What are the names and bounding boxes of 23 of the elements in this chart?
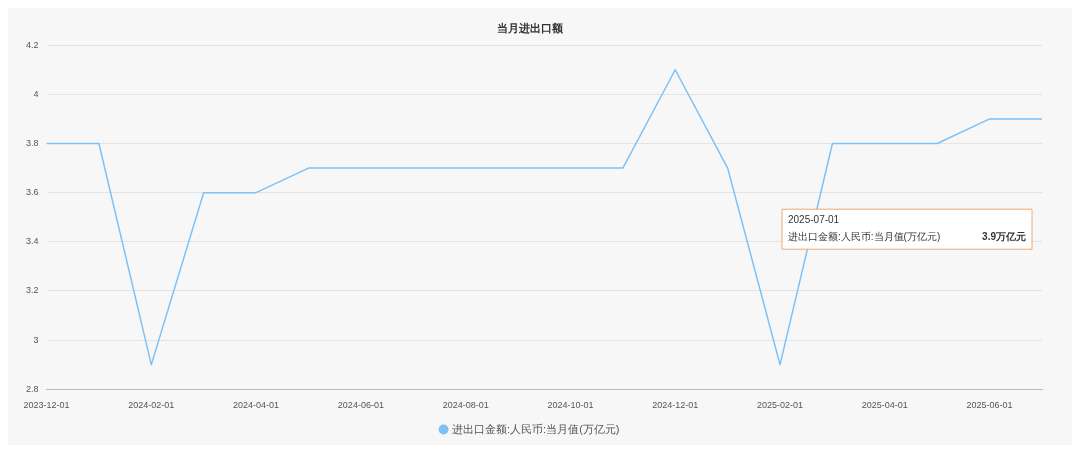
annotation: 进出口金额:人民币:当月值(万亿元): [788, 230, 941, 242]
y-tick-label: 3.4: [26, 236, 39, 247]
y-tick-label: 4: [33, 88, 39, 99]
x-tick-label: 2024-06-01: [337, 400, 384, 411]
y-tick-label: 2.8: [26, 383, 39, 394]
x-tick-label: 2024-10-01: [547, 400, 594, 411]
x-tick-label: 2025-04-01: [861, 400, 908, 411]
y-tick-label: 3.8: [26, 137, 39, 148]
chart-title: 当月进出口额: [497, 21, 564, 34]
legend-label: 进出口金额:人民币:当月值(万亿元): [452, 422, 620, 435]
x-tick-label: 2023-12-01: [23, 400, 70, 411]
x-tick-label: 2024-08-01: [442, 400, 489, 411]
x-tick-label: 2025-06-01: [966, 400, 1013, 411]
y-tick-label: 3: [33, 334, 39, 345]
x-tick-label: 2024-12-01: [652, 400, 699, 411]
y-tick-label: 4.2: [26, 39, 39, 50]
x-tick-label: 2025-02-01: [757, 400, 804, 411]
y-tick-label: 3.6: [26, 187, 39, 198]
annotation: 2025-07-01: [788, 213, 840, 225]
x-tick-label: 2024-04-01: [233, 400, 280, 411]
x-tick-label: 2024-02-01: [128, 400, 175, 411]
y-tick-label: 3.2: [26, 285, 39, 296]
annotation: 3.9万亿元: [982, 230, 1026, 242]
